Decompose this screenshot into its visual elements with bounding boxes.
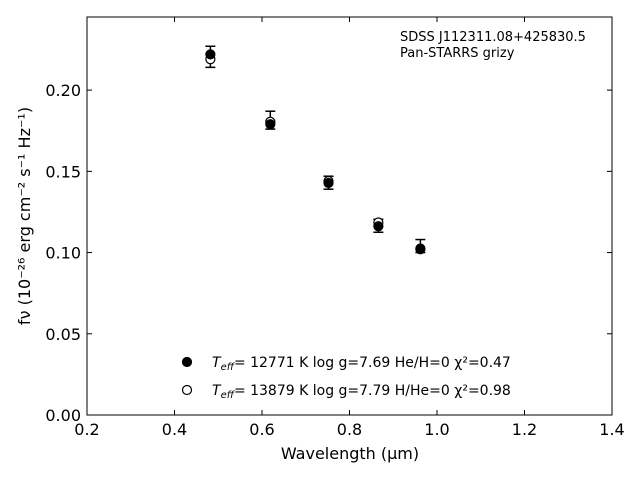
legend-label: Teff= 13879 K log g=7.79 H/He=0 χ²=0.98 bbox=[212, 383, 511, 401]
y-axis-label: fν (10⁻²⁶ erg cm⁻² s⁻¹ Hz⁻¹) bbox=[15, 107, 34, 325]
x-tick-label: 0.2 bbox=[74, 420, 99, 439]
data-marks bbox=[205, 45, 426, 255]
model-point-filled bbox=[205, 49, 216, 60]
axis-ticks: 0.2 0.4 0.6 0.8 1.0 1.2 1.4 0.00 0.05 0.10 0.15 0.2… bbox=[45, 17, 625, 439]
x-tick-label: 1.0 bbox=[424, 420, 449, 439]
x-tick-label: 0.6 bbox=[249, 420, 274, 439]
model-point-filled bbox=[323, 177, 334, 189]
x-tick-label: 0.8 bbox=[337, 420, 362, 439]
legend: Teff= 12771 K log g=7.69 He/H=0 χ²=0.47 T… bbox=[181, 355, 511, 401]
annotation-line-1: SDSS J112311.08+425830.5 bbox=[400, 30, 586, 45]
x-tick-label: 1.2 bbox=[512, 420, 537, 439]
y-tick-label: 0.20 bbox=[45, 81, 81, 100]
y-tick-label: 0.10 bbox=[45, 244, 81, 263]
x-tick-label: 0.4 bbox=[162, 420, 187, 439]
legend-marker bbox=[181, 356, 193, 368]
model-point-filled bbox=[265, 119, 276, 130]
legend-label: Teff= 12771 K log g=7.69 He/H=0 χ²=0.47 bbox=[212, 355, 511, 373]
y-tick-label: 0.05 bbox=[45, 325, 81, 344]
annotation-line-2: Pan-STARRS grizy bbox=[400, 46, 515, 61]
model-point-filled bbox=[373, 221, 384, 232]
model-point-filled bbox=[415, 244, 426, 255]
legend-marker bbox=[181, 384, 193, 396]
y-tick-label: 0.00 bbox=[45, 406, 81, 425]
y-tick-label: 0.15 bbox=[45, 162, 81, 181]
x-axis-label: Wavelength (μm) bbox=[281, 444, 419, 463]
x-tick-label: 1.4 bbox=[599, 420, 624, 439]
